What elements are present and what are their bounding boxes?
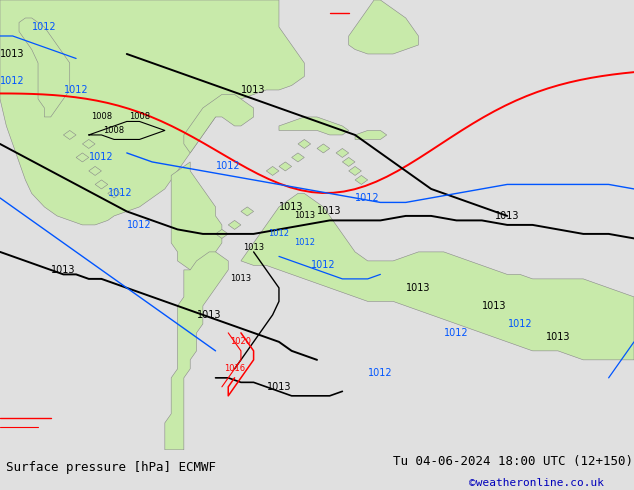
Text: Surface pressure [hPa] ECMWF: Surface pressure [hPa] ECMWF [6,462,216,474]
Text: 1020: 1020 [230,337,252,346]
Polygon shape [63,130,76,140]
Text: ©weatheronline.co.uk: ©weatheronline.co.uk [469,478,604,488]
Polygon shape [216,229,228,239]
Polygon shape [292,153,304,162]
Polygon shape [82,140,95,148]
Text: 1013: 1013 [242,85,266,95]
Polygon shape [108,189,120,198]
Polygon shape [342,157,355,167]
Polygon shape [241,194,634,360]
Text: 1016: 1016 [224,365,245,373]
Text: 1013: 1013 [406,283,430,293]
Polygon shape [165,252,228,450]
Text: 1012: 1012 [508,319,532,329]
Polygon shape [355,130,387,140]
Text: 1012: 1012 [356,193,380,203]
Text: 1013: 1013 [197,310,221,320]
Polygon shape [317,144,330,153]
Text: 1012: 1012 [108,189,133,198]
Text: 1008: 1008 [129,112,150,122]
Polygon shape [228,220,241,229]
Polygon shape [279,162,292,171]
Polygon shape [171,162,222,270]
Polygon shape [241,207,254,216]
Polygon shape [19,18,70,117]
Text: 1008: 1008 [91,112,112,122]
Text: 1012: 1012 [294,239,315,247]
Polygon shape [89,167,101,175]
Polygon shape [336,148,349,157]
Text: 1013: 1013 [1,49,25,59]
Text: 1013: 1013 [294,211,315,220]
Text: 1012: 1012 [127,220,152,230]
Text: 1013: 1013 [243,243,264,252]
Polygon shape [76,153,89,162]
Text: 1012: 1012 [268,229,290,239]
Text: 1012: 1012 [64,85,88,95]
Text: 1013: 1013 [318,206,342,217]
Polygon shape [349,167,361,175]
Polygon shape [298,140,311,148]
Polygon shape [95,180,108,189]
Polygon shape [0,0,304,225]
Text: 1012: 1012 [444,328,469,338]
Text: 1013: 1013 [51,265,75,275]
Text: 1012: 1012 [216,161,240,172]
Text: 1012: 1012 [368,368,392,378]
Text: 1008: 1008 [103,126,125,135]
Text: 1013: 1013 [482,301,507,311]
Polygon shape [184,95,254,153]
Text: 1013: 1013 [230,274,252,283]
Polygon shape [355,175,368,184]
Text: Tu 04-06-2024 18:00 UTC (12+150): Tu 04-06-2024 18:00 UTC (12+150) [393,455,633,468]
Text: 1013: 1013 [495,211,519,221]
Text: 1012: 1012 [89,152,113,163]
Polygon shape [266,167,279,175]
Polygon shape [279,117,349,135]
Text: 1012: 1012 [32,22,56,32]
Text: 1013: 1013 [280,202,304,212]
Text: 1012: 1012 [311,260,335,270]
Text: 1012: 1012 [1,76,25,86]
Text: 1013: 1013 [267,382,291,392]
Polygon shape [349,0,418,54]
Text: 1013: 1013 [546,332,570,343]
